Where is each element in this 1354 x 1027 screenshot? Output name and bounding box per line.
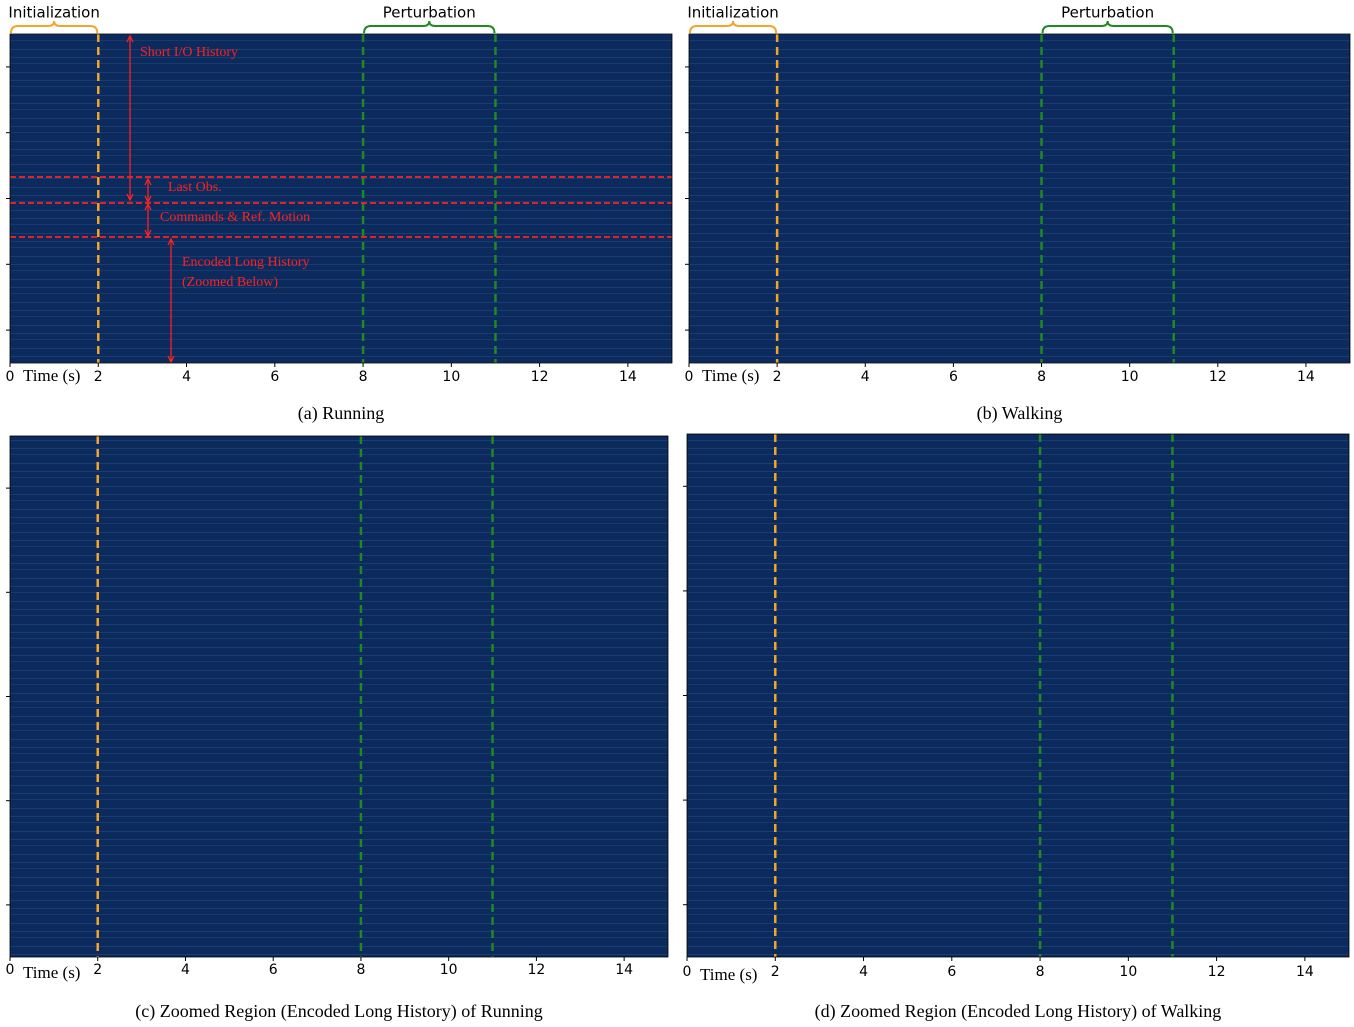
arrow-head	[167, 237, 175, 364]
x-tick-label: 10	[442, 369, 460, 385]
plot-frame	[9, 435, 669, 958]
x-tick-label: 14	[1296, 964, 1314, 980]
x-tick-label: 0	[6, 369, 15, 385]
x-tick-label: 0	[683, 964, 692, 980]
annotation: (Zoomed Below)	[182, 275, 278, 290]
x-tick-label: 4	[182, 369, 191, 385]
x-axis-label: Time (s)	[23, 963, 80, 982]
x-tick-label: 2	[773, 369, 782, 385]
bracket	[10, 20, 99, 34]
plot-frame	[686, 433, 1350, 958]
caption: (d) Zoomed Region (Encoded Long History)…	[815, 1001, 1222, 1022]
x-tick-label: 4	[181, 962, 190, 978]
heatmap	[10, 34, 672, 363]
x-tick-label: 12	[531, 369, 549, 385]
x-tick-label: 10	[1119, 964, 1137, 980]
plot-frame	[9, 33, 673, 364]
x-tick-label: 14	[1297, 369, 1315, 385]
heatmap	[687, 434, 1349, 957]
annotation: Short I/O History	[140, 45, 238, 60]
x-tick-label: 12	[1209, 369, 1227, 385]
x-tick-label: 2	[771, 964, 780, 980]
annotation: Encoded Long History	[182, 255, 310, 270]
bracket	[363, 20, 496, 34]
bracket-label: Perturbation	[1061, 4, 1154, 22]
x-tick-label: 12	[1208, 964, 1226, 980]
caption: (b) Walking	[977, 403, 1063, 424]
bracket	[689, 20, 778, 34]
x-tick-label: 14	[615, 962, 633, 978]
annotation: Commands & Ref. Motion	[160, 210, 310, 225]
x-tick-label: 14	[619, 369, 637, 385]
x-tick-label: 4	[861, 369, 870, 385]
x-tick-label: 6	[949, 369, 958, 385]
x-tick-label: 0	[6, 962, 15, 978]
bracket-label: Initialization	[687, 4, 778, 22]
x-tick-label: 10	[1121, 369, 1139, 385]
x-tick-label: 10	[440, 962, 458, 978]
x-tick-label: 0	[685, 369, 694, 385]
arrow-head	[144, 202, 152, 238]
bracket-label: Perturbation	[383, 4, 476, 22]
x-tick-label: 8	[356, 962, 365, 978]
x-tick-label: 2	[93, 962, 102, 978]
x-tick-label: 6	[270, 369, 279, 385]
bracket	[1041, 20, 1174, 34]
heatmap	[10, 436, 668, 957]
bracket-label: Initialization	[8, 4, 99, 22]
x-tick-label: 6	[947, 964, 956, 980]
heatmap	[689, 34, 1350, 363]
caption: (c) Zoomed Region (Encoded Long History)…	[135, 1001, 542, 1022]
x-tick-label: 2	[94, 369, 103, 385]
x-tick-label: 8	[1037, 369, 1046, 385]
plot-frame	[688, 33, 1351, 364]
x-axis-label: Time (s)	[702, 366, 759, 385]
x-tick-label: 8	[359, 369, 368, 385]
x-axis-label: Time (s)	[700, 965, 757, 984]
arrow-head	[144, 177, 152, 204]
annotation: Last Obs.	[168, 180, 222, 195]
caption: (a) Running	[298, 403, 384, 424]
arrow-head	[126, 34, 134, 202]
x-tick-label: 6	[269, 962, 278, 978]
x-tick-label: 8	[1036, 964, 1045, 980]
x-tick-label: 12	[527, 962, 545, 978]
x-axis-label: Time (s)	[23, 366, 80, 385]
x-tick-label: 4	[859, 964, 868, 980]
